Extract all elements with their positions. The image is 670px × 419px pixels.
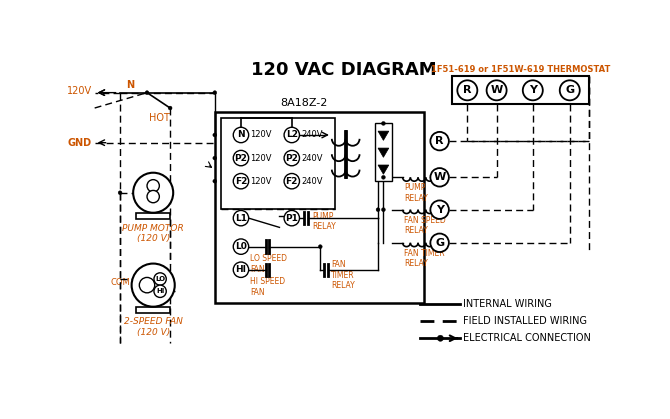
Text: 120V: 120V <box>250 177 272 186</box>
Circle shape <box>233 262 249 277</box>
Text: 2-SPEED FAN
(120 V): 2-SPEED FAN (120 V) <box>124 318 183 337</box>
Text: W: W <box>433 172 446 182</box>
Text: FAN TIMER
RELAY: FAN TIMER RELAY <box>404 249 445 268</box>
Circle shape <box>430 132 449 150</box>
Circle shape <box>147 190 159 203</box>
Text: INTERNAL WIRING: INTERNAL WIRING <box>464 300 552 309</box>
Text: LO: LO <box>155 276 165 282</box>
Circle shape <box>438 335 444 341</box>
Circle shape <box>133 173 174 213</box>
Text: R: R <box>436 136 444 146</box>
Circle shape <box>284 173 299 189</box>
Bar <box>375 124 392 181</box>
Text: 120V: 120V <box>66 86 92 96</box>
Circle shape <box>381 208 385 212</box>
Text: R: R <box>463 85 472 95</box>
Text: N: N <box>237 130 245 140</box>
Circle shape <box>233 173 249 189</box>
Circle shape <box>559 80 580 100</box>
Circle shape <box>284 150 299 166</box>
Text: FIELD INSTALLED WIRING: FIELD INSTALLED WIRING <box>464 316 588 326</box>
Circle shape <box>145 91 149 95</box>
Text: P2: P2 <box>234 154 247 163</box>
Circle shape <box>233 239 249 254</box>
Circle shape <box>168 106 172 110</box>
Text: LO SPEED
FAN: LO SPEED FAN <box>250 254 287 274</box>
Circle shape <box>233 150 249 166</box>
Bar <box>136 307 170 313</box>
Text: 120V: 120V <box>250 130 272 140</box>
Text: 1F51-619 or 1F51W-619 THERMOSTAT: 1F51-619 or 1F51W-619 THERMOSTAT <box>431 65 610 74</box>
Circle shape <box>523 80 543 100</box>
Circle shape <box>118 191 122 195</box>
Text: 240V: 240V <box>301 154 322 163</box>
Text: Y: Y <box>436 204 444 215</box>
Bar <box>136 213 170 219</box>
Circle shape <box>381 176 385 179</box>
Polygon shape <box>378 148 389 157</box>
Text: PUMP
RELAY: PUMP RELAY <box>312 212 336 231</box>
Circle shape <box>458 80 477 100</box>
Text: Y: Y <box>529 85 537 95</box>
Text: FAN SPEED
RELAY: FAN SPEED RELAY <box>404 216 446 235</box>
Text: P1: P1 <box>285 214 298 222</box>
Text: 240V: 240V <box>301 130 322 140</box>
Circle shape <box>430 168 449 186</box>
Polygon shape <box>378 131 389 140</box>
Text: HI: HI <box>235 265 247 274</box>
Text: L0: L0 <box>235 242 247 251</box>
Text: L2: L2 <box>286 130 297 140</box>
Circle shape <box>213 91 216 95</box>
Text: F2: F2 <box>285 177 298 186</box>
Circle shape <box>154 285 166 297</box>
Text: W: W <box>490 85 502 95</box>
Circle shape <box>486 80 507 100</box>
Circle shape <box>381 122 385 125</box>
Circle shape <box>430 200 449 219</box>
Text: L1: L1 <box>235 214 247 222</box>
Circle shape <box>131 264 175 307</box>
Circle shape <box>213 133 216 137</box>
Bar <box>221 118 335 209</box>
Text: ELECTRICAL CONNECTION: ELECTRICAL CONNECTION <box>464 333 592 343</box>
Text: GND: GND <box>68 138 92 147</box>
Text: PUMP MOTOR
(120 V): PUMP MOTOR (120 V) <box>123 223 184 243</box>
Text: HI SPEED
FAN: HI SPEED FAN <box>250 277 285 297</box>
Text: FAN
TIMER
RELAY: FAN TIMER RELAY <box>331 261 355 290</box>
Circle shape <box>430 233 449 252</box>
Circle shape <box>147 180 159 192</box>
Circle shape <box>139 277 155 293</box>
Text: G: G <box>565 85 574 95</box>
Text: G: G <box>435 238 444 248</box>
Text: COM: COM <box>111 278 130 287</box>
Circle shape <box>213 179 216 183</box>
Circle shape <box>213 156 216 160</box>
Circle shape <box>233 127 249 143</box>
Polygon shape <box>378 165 389 174</box>
Text: N: N <box>126 80 135 90</box>
Circle shape <box>376 208 380 212</box>
Circle shape <box>154 273 166 285</box>
Text: HI: HI <box>156 288 164 294</box>
Text: P2: P2 <box>285 154 298 163</box>
Circle shape <box>233 210 249 226</box>
Text: PUMP
RELAY: PUMP RELAY <box>404 184 428 203</box>
Text: 8A18Z-2: 8A18Z-2 <box>281 98 328 108</box>
Circle shape <box>318 245 322 248</box>
Circle shape <box>284 210 299 226</box>
Bar <box>215 112 424 303</box>
Text: F2: F2 <box>234 177 247 186</box>
Bar <box>452 76 589 104</box>
Circle shape <box>284 127 299 143</box>
Text: 120V: 120V <box>250 154 272 163</box>
Text: HOT: HOT <box>149 113 170 123</box>
Text: 240V: 240V <box>301 177 322 186</box>
Text: 120 VAC DIAGRAM: 120 VAC DIAGRAM <box>251 61 436 79</box>
